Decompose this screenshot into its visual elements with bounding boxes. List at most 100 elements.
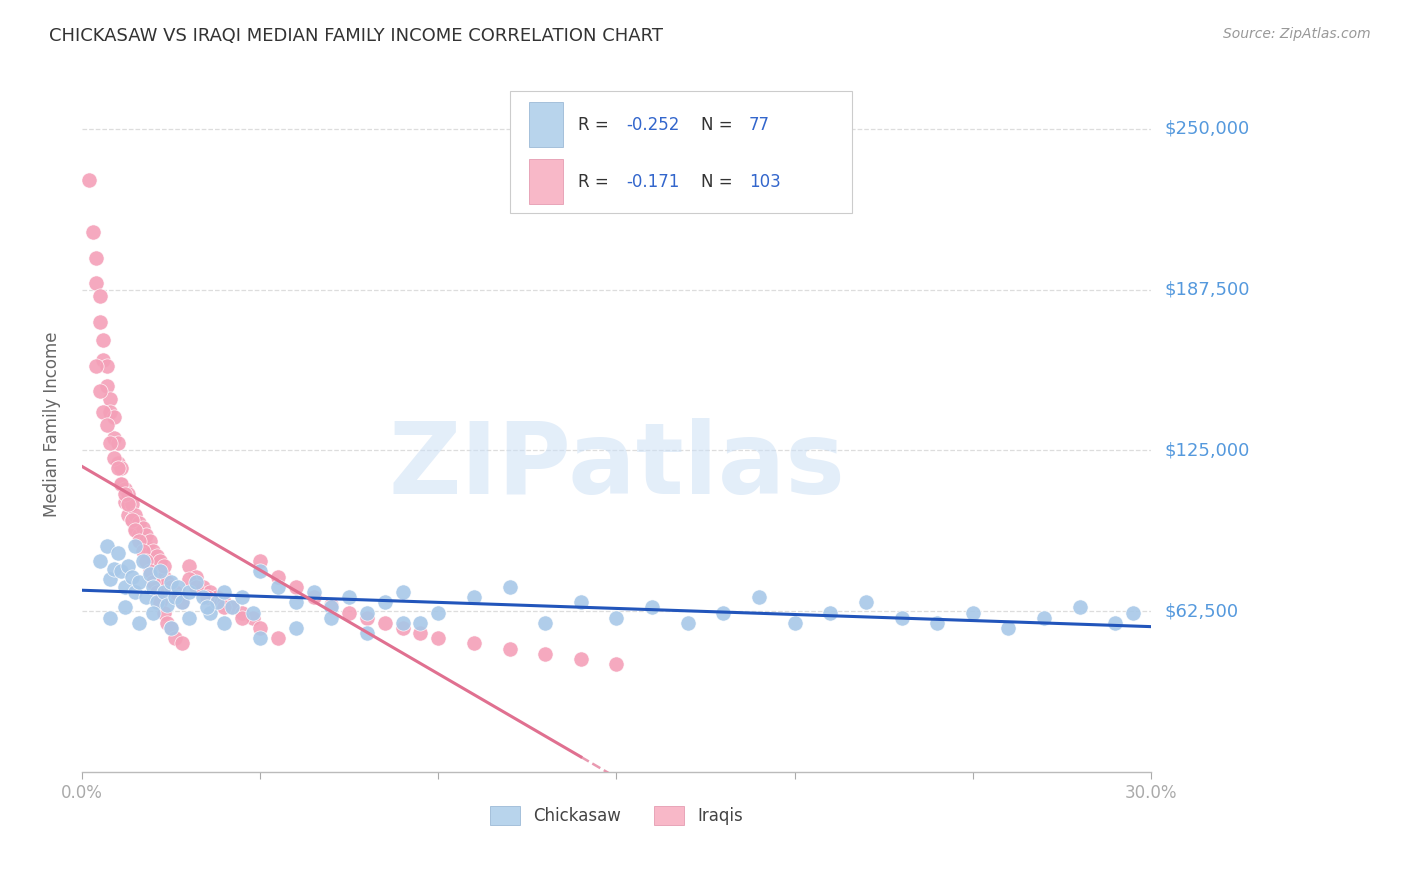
Y-axis label: Median Family Income: Median Family Income: [44, 332, 60, 517]
Point: [184, 569, 207, 583]
Point: [114, 495, 136, 509]
Point: [214, 585, 236, 599]
Point: [124, 585, 146, 599]
Point: [103, 431, 125, 445]
Point: [89, 384, 111, 399]
Point: [267, 580, 290, 594]
Point: [463, 636, 485, 650]
Point: [498, 641, 520, 656]
Point: [927, 615, 949, 630]
Point: [138, 566, 160, 581]
Point: [207, 590, 229, 604]
Point: [103, 410, 125, 425]
Point: [177, 559, 200, 574]
Point: [302, 585, 325, 599]
Point: [783, 615, 806, 630]
Point: [121, 569, 143, 583]
Point: [356, 606, 378, 620]
Point: [569, 652, 592, 666]
Point: [374, 595, 396, 609]
Point: [321, 610, 343, 624]
Text: N =: N =: [702, 116, 733, 134]
Point: [100, 392, 122, 406]
Point: [149, 565, 172, 579]
Point: [138, 565, 160, 579]
Point: [82, 225, 104, 239]
Point: [409, 626, 432, 640]
Point: [177, 572, 200, 586]
Text: -0.252: -0.252: [626, 116, 679, 134]
Point: [149, 595, 172, 609]
Text: R =: R =: [578, 173, 614, 191]
Point: [128, 574, 150, 589]
Point: [962, 606, 984, 620]
Point: [641, 600, 664, 615]
Point: [135, 528, 157, 542]
Point: [128, 615, 150, 630]
Point: [605, 610, 627, 624]
Point: [214, 595, 236, 609]
Point: [170, 595, 193, 609]
Point: [138, 533, 160, 548]
Point: [498, 580, 520, 594]
Point: [124, 521, 146, 535]
Point: [160, 574, 183, 589]
Point: [391, 621, 413, 635]
Point: [249, 621, 271, 635]
Point: [284, 621, 307, 635]
Point: [569, 595, 592, 609]
Point: [124, 523, 146, 537]
Point: [131, 554, 153, 568]
Point: [170, 636, 193, 650]
Point: [142, 574, 165, 589]
Text: 77: 77: [749, 116, 770, 134]
Point: [200, 606, 222, 620]
Point: [177, 585, 200, 599]
Point: [191, 580, 214, 594]
Point: [153, 569, 176, 583]
Text: Source: ZipAtlas.com: Source: ZipAtlas.com: [1223, 27, 1371, 41]
Point: [84, 277, 107, 291]
Point: [146, 585, 169, 599]
Point: [156, 598, 179, 612]
Point: [676, 615, 699, 630]
Point: [135, 590, 157, 604]
Point: [146, 595, 169, 609]
Point: [200, 585, 222, 599]
Text: R =: R =: [578, 116, 614, 134]
Point: [91, 353, 114, 368]
Point: [409, 615, 432, 630]
Point: [153, 606, 176, 620]
Point: [149, 565, 172, 579]
Point: [103, 562, 125, 576]
Point: [91, 405, 114, 419]
Point: [284, 580, 307, 594]
Point: [191, 590, 214, 604]
Point: [160, 580, 183, 594]
Point: [1104, 615, 1126, 630]
Point: [110, 461, 132, 475]
Point: [160, 621, 183, 635]
Point: [114, 482, 136, 496]
Point: [855, 595, 877, 609]
Point: [128, 533, 150, 548]
Point: [84, 251, 107, 265]
Point: [135, 554, 157, 568]
Point: [89, 315, 111, 329]
Point: [96, 417, 118, 432]
Point: [167, 590, 190, 604]
Point: [103, 451, 125, 466]
Point: [427, 632, 450, 646]
Point: [89, 554, 111, 568]
Point: [160, 621, 183, 635]
Point: [534, 615, 557, 630]
Point: [184, 580, 207, 594]
Point: [142, 606, 165, 620]
Point: [77, 173, 100, 187]
Point: [100, 610, 122, 624]
Point: [337, 590, 360, 604]
Point: [124, 539, 146, 553]
Point: [249, 565, 271, 579]
Text: $62,500: $62,500: [1166, 602, 1239, 620]
Point: [89, 289, 111, 303]
